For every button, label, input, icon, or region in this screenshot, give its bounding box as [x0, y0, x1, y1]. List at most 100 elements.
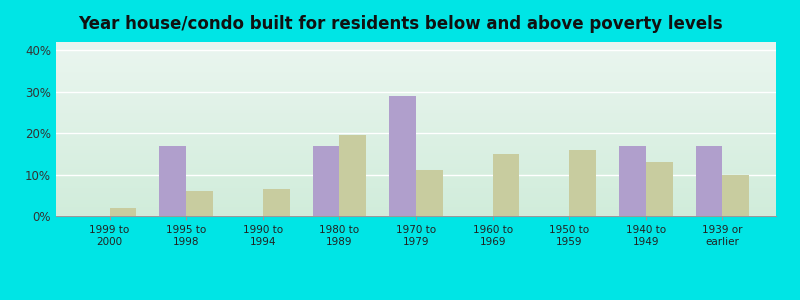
Bar: [56, 164, 776, 166]
Bar: [56, 120, 776, 122]
Bar: [56, 141, 776, 143]
Bar: [56, 178, 776, 179]
Bar: [569, 150, 596, 216]
Bar: [389, 96, 416, 216]
Bar: [56, 42, 776, 44]
Bar: [56, 207, 776, 209]
Bar: [56, 162, 776, 164]
Bar: [56, 106, 776, 108]
Bar: [619, 146, 646, 216]
Bar: [56, 46, 776, 47]
Bar: [56, 169, 776, 171]
Bar: [56, 195, 776, 197]
Bar: [56, 202, 776, 204]
Bar: [56, 99, 776, 101]
Bar: [56, 118, 776, 120]
Bar: [56, 159, 776, 160]
Bar: [56, 150, 776, 152]
Bar: [56, 197, 776, 199]
Bar: [56, 103, 776, 105]
Bar: [56, 146, 776, 148]
Bar: [56, 63, 776, 64]
Bar: [56, 148, 776, 150]
Bar: [56, 136, 776, 138]
Bar: [56, 115, 776, 117]
Bar: [110, 208, 137, 216]
Bar: [56, 98, 776, 99]
Bar: [56, 110, 776, 112]
Bar: [56, 80, 776, 82]
Bar: [56, 124, 776, 125]
Bar: [56, 113, 776, 115]
Bar: [56, 72, 776, 73]
Bar: [56, 212, 776, 214]
Bar: [56, 206, 776, 207]
Bar: [56, 200, 776, 202]
Bar: [56, 134, 776, 136]
Bar: [56, 51, 776, 52]
Bar: [56, 131, 776, 133]
Bar: [695, 146, 722, 216]
Bar: [56, 68, 776, 70]
Bar: [56, 140, 776, 141]
Bar: [56, 211, 776, 212]
Bar: [56, 167, 776, 169]
Bar: [56, 138, 776, 140]
Bar: [56, 181, 776, 183]
Bar: [56, 54, 776, 56]
Bar: [56, 77, 776, 79]
Bar: [56, 56, 776, 58]
Bar: [56, 155, 776, 157]
Bar: [263, 189, 290, 216]
Bar: [56, 84, 776, 85]
Bar: [56, 185, 776, 186]
Bar: [56, 91, 776, 92]
Bar: [56, 87, 776, 89]
Bar: [56, 75, 776, 77]
Bar: [493, 154, 519, 216]
Bar: [56, 172, 776, 174]
Bar: [56, 105, 776, 106]
Bar: [646, 162, 673, 216]
Bar: [313, 146, 339, 216]
Bar: [56, 143, 776, 145]
Bar: [56, 194, 776, 195]
Bar: [416, 170, 443, 216]
Bar: [56, 166, 776, 167]
Bar: [56, 199, 776, 200]
Bar: [56, 66, 776, 68]
Bar: [56, 94, 776, 96]
Bar: [56, 47, 776, 49]
Bar: [56, 214, 776, 216]
Bar: [56, 125, 776, 127]
Bar: [56, 59, 776, 61]
Bar: [56, 44, 776, 46]
Bar: [56, 49, 776, 51]
Bar: [56, 52, 776, 54]
Bar: [56, 192, 776, 194]
Bar: [56, 183, 776, 185]
Bar: [56, 171, 776, 172]
Bar: [56, 157, 776, 159]
Bar: [56, 188, 776, 190]
Bar: [56, 58, 776, 59]
Bar: [56, 96, 776, 98]
Bar: [56, 117, 776, 118]
Bar: [56, 85, 776, 87]
Bar: [56, 101, 776, 103]
Bar: [56, 108, 776, 110]
Bar: [56, 82, 776, 84]
Bar: [56, 160, 776, 162]
Bar: [56, 127, 776, 129]
Bar: [56, 176, 776, 178]
Bar: [56, 129, 776, 131]
Bar: [56, 186, 776, 188]
Bar: [56, 179, 776, 181]
Text: Year house/condo built for residents below and above poverty levels: Year house/condo built for residents bel…: [78, 15, 722, 33]
Bar: [722, 175, 749, 216]
Bar: [56, 209, 776, 211]
Bar: [56, 153, 776, 155]
Bar: [56, 64, 776, 66]
Bar: [56, 152, 776, 153]
Bar: [56, 112, 776, 113]
